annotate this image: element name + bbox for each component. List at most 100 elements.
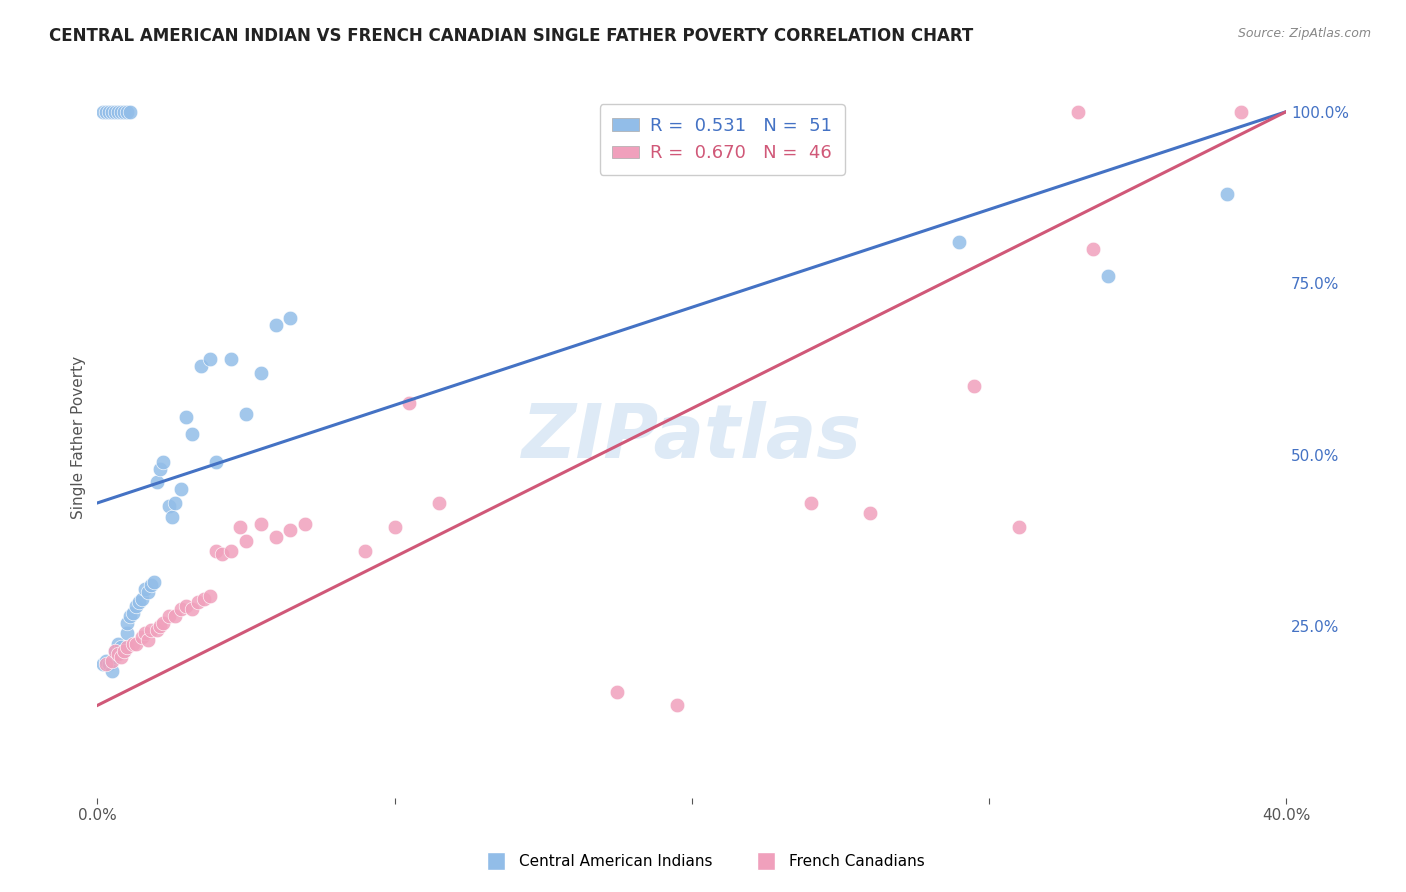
Point <box>110 104 132 119</box>
Point <box>152 615 174 630</box>
Point <box>1007 520 1029 534</box>
Point <box>665 698 688 713</box>
Point <box>112 104 135 119</box>
Point <box>134 626 156 640</box>
Point <box>139 578 162 592</box>
Point <box>181 427 204 442</box>
Point <box>107 647 129 661</box>
Point <box>606 684 628 698</box>
Y-axis label: Single Father Poverty: Single Father Poverty <box>72 356 86 519</box>
Point <box>118 609 141 624</box>
Point <box>96 654 118 668</box>
Point <box>136 585 159 599</box>
Point <box>219 544 242 558</box>
Point <box>110 640 132 654</box>
Point <box>160 509 183 524</box>
Point <box>146 623 169 637</box>
Point <box>264 318 287 332</box>
Point <box>104 650 127 665</box>
Point <box>169 482 191 496</box>
Point <box>249 516 271 531</box>
Point <box>193 592 215 607</box>
Point <box>294 516 316 531</box>
Point <box>1230 104 1253 119</box>
Point <box>229 520 252 534</box>
Point <box>128 595 150 609</box>
Point <box>205 455 228 469</box>
Point <box>427 496 450 510</box>
Point <box>115 626 138 640</box>
Point <box>98 104 121 119</box>
Point <box>91 104 114 119</box>
Point <box>280 524 302 538</box>
Point <box>190 359 212 373</box>
Point <box>200 351 222 366</box>
Text: CENTRAL AMERICAN INDIAN VS FRENCH CANADIAN SINGLE FATHER POVERTY CORRELATION CHA: CENTRAL AMERICAN INDIAN VS FRENCH CANADI… <box>49 27 973 45</box>
Point <box>163 609 186 624</box>
Point <box>219 351 242 366</box>
Point <box>799 496 821 510</box>
Point <box>139 623 162 637</box>
Point <box>200 589 222 603</box>
Point <box>264 530 287 544</box>
Point <box>948 235 970 249</box>
Point <box>163 496 186 510</box>
Point <box>211 548 233 562</box>
Point <box>157 609 180 624</box>
Point <box>115 640 138 654</box>
Point <box>149 461 172 475</box>
Point <box>122 637 145 651</box>
Point <box>112 643 135 657</box>
Point <box>125 599 148 613</box>
Point <box>115 104 138 119</box>
Point <box>146 475 169 490</box>
Point <box>125 637 148 651</box>
Point <box>235 407 257 421</box>
Point <box>280 310 302 325</box>
Point <box>176 599 198 613</box>
Point <box>131 630 153 644</box>
Point <box>107 647 129 661</box>
Text: Source: ZipAtlas.com: Source: ZipAtlas.com <box>1237 27 1371 40</box>
Point <box>110 650 132 665</box>
Point <box>384 520 406 534</box>
Point <box>104 643 127 657</box>
Point <box>157 500 180 514</box>
Point <box>112 643 135 657</box>
Point <box>181 602 204 616</box>
Text: ZIPatlas: ZIPatlas <box>522 401 862 475</box>
Point <box>131 592 153 607</box>
Point <box>169 602 191 616</box>
Point <box>98 657 121 672</box>
Legend: R =  0.531   N =  51, R =  0.670   N =  46: R = 0.531 N = 51, R = 0.670 N = 46 <box>599 104 845 175</box>
Point <box>107 637 129 651</box>
Point <box>1215 187 1237 202</box>
Point <box>249 366 271 380</box>
Point <box>187 595 209 609</box>
Legend: Central American Indians, French Canadians: Central American Indians, French Canadia… <box>475 848 931 875</box>
Point <box>398 396 420 410</box>
Point <box>1097 269 1119 284</box>
Point <box>101 664 124 678</box>
Point <box>118 104 141 119</box>
Point <box>176 410 198 425</box>
Point <box>353 544 375 558</box>
Point <box>96 104 118 119</box>
Point <box>1067 104 1090 119</box>
Point <box>107 104 129 119</box>
Point <box>101 104 124 119</box>
Point <box>142 574 165 589</box>
Point <box>136 633 159 648</box>
Point <box>91 657 114 672</box>
Point <box>1081 242 1104 256</box>
Point <box>101 654 124 668</box>
Point <box>134 582 156 596</box>
Point <box>152 455 174 469</box>
Point <box>122 606 145 620</box>
Point <box>104 643 127 657</box>
Point <box>104 104 127 119</box>
Point <box>859 506 882 520</box>
Point <box>96 657 118 672</box>
Point <box>205 544 228 558</box>
Point <box>115 615 138 630</box>
